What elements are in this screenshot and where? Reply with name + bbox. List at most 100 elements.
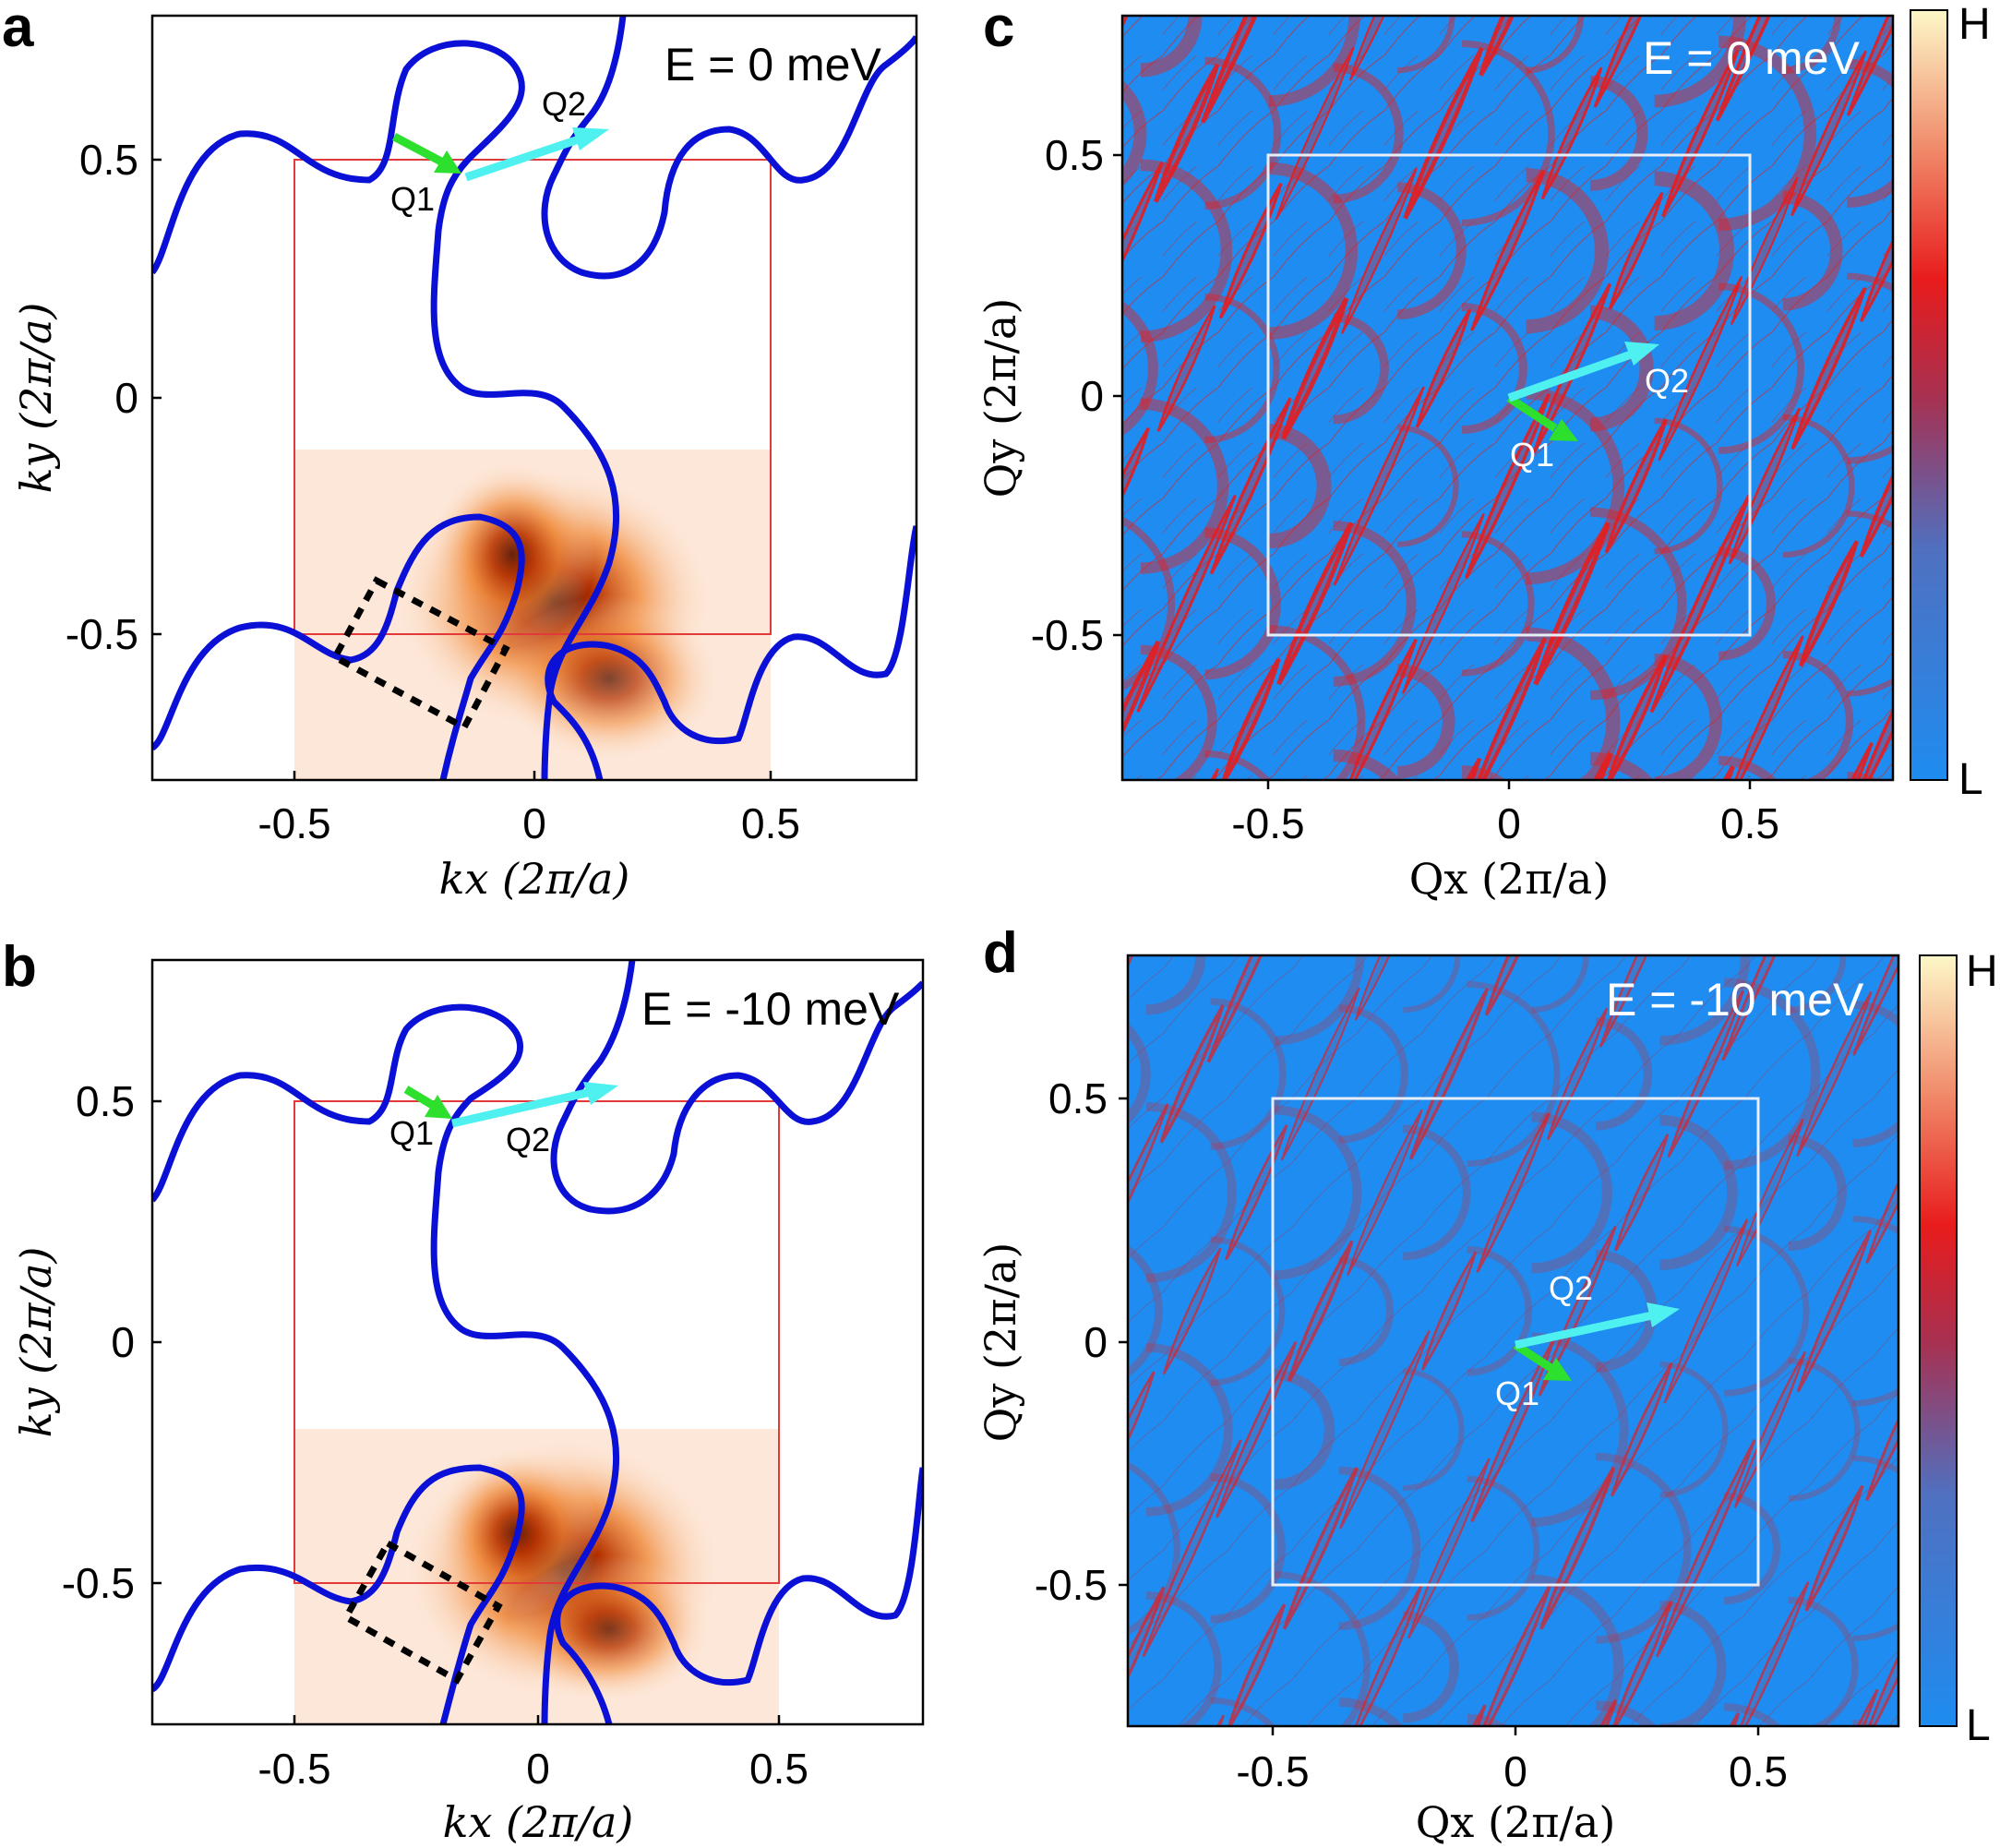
qpi-streak (1614, 1134, 1670, 1252)
x-axis-label: Qx (2π/a) (1409, 854, 1610, 904)
qpi-streak (1532, 282, 1611, 454)
tick-marks (1119, 1097, 1760, 1735)
qpi-arc (1338, 1004, 1408, 1144)
qpi-streak (1025, 751, 1103, 923)
qpi-streak (1022, 1218, 1105, 1404)
qpi-arc (1018, 1119, 1092, 1266)
qpi-arc (1467, 1246, 1532, 1376)
qpi-arc (1122, 779, 1123, 780)
colorbar-low-label: L (1958, 755, 1983, 804)
xtick-neg: -0.5 (1231, 799, 1304, 847)
qpi-arc (1654, 653, 1722, 780)
xtick-pos: 0.5 (1729, 1747, 1788, 1795)
tick-marks (152, 158, 772, 780)
xtick-pos: 0.5 (1720, 799, 1779, 847)
x-axis-label: Qx (2π/a) (1416, 1797, 1616, 1847)
qpi-arc (1659, 955, 1750, 1046)
qpi-arc (1122, 516, 1176, 691)
qpi-arc (1526, 16, 1584, 74)
xtick-zero: 0 (522, 799, 546, 847)
qpi-streak (1860, 237, 1893, 323)
qpi-arc (1782, 650, 1854, 780)
q2-label: Q2 (1645, 362, 1689, 400)
qpi-streak (1029, 774, 1087, 903)
qpi-streak (1850, 741, 1874, 780)
qpi-arc (1397, 16, 1455, 74)
qpi-arc (1976, 55, 2000, 211)
qpi-arc (1140, 16, 1203, 78)
qpi-arc (1982, 782, 2000, 892)
qpi-streak (1221, 657, 1281, 780)
ytick-pos: 0.5 (1048, 1074, 1108, 1122)
ytick-zero: 0 (114, 374, 138, 422)
qpi-arc (1204, 56, 1282, 210)
qpi-arc (1082, 1714, 1153, 1848)
qpi-arc (1012, 640, 1095, 803)
energy-label: E = 0 meV (665, 39, 881, 90)
qpi-arc (1531, 955, 1589, 1014)
qpi-streak (1200, 16, 1258, 124)
qpi-streak (1663, 1218, 1749, 1404)
qpi-arc (1140, 398, 1229, 574)
qpi-arc (1590, 507, 1687, 701)
qpi-streak (1740, 1580, 1810, 1726)
qpi-arc (1724, 1703, 1781, 1726)
qpi-arc (1012, 0, 1067, 70)
qpi-arc (1847, 510, 1893, 697)
xtick-neg: -0.5 (257, 1745, 330, 1793)
qpi-arc (1269, 162, 1359, 340)
panel-label-d: d (983, 921, 1018, 985)
qpi-streak (1540, 66, 1603, 200)
qpi-streak (1980, 1088, 2000, 1298)
q1-label: Q1 (390, 180, 435, 218)
qpi-arc (1122, 300, 1158, 437)
panel-c: c Q1 Q2 E = 0 meV -0.5 0 0.5 0.5 0 -0.5 … (976, 0, 2000, 904)
qpi-streak (1287, 1240, 1354, 1383)
qpi-arc (1589, 75, 1648, 191)
qpi-arc (1210, 1697, 1275, 1726)
qpi-arc (1403, 1124, 1471, 1261)
qpi-streak (1216, 1341, 1298, 1518)
panel-label-a: a (2, 0, 34, 59)
qpi-streak (1974, 146, 2000, 355)
colorbar (1910, 9, 1948, 781)
qpi-arc (1724, 1492, 1780, 1605)
q1-vector (1513, 1341, 1572, 1381)
qpi-streak (1354, 955, 1391, 1021)
y-axis-label: Qy (2π/a) (976, 1242, 1025, 1443)
ytick-neg: -0.5 (66, 610, 138, 658)
qpi-arc (1719, 282, 1804, 454)
qpi-streak (1228, 1603, 1287, 1726)
qpi-arc (1338, 1256, 1394, 1366)
qpi-streak (1721, 955, 1777, 1062)
qpi-streak (1415, 308, 1472, 428)
qpi-arc (1526, 387, 1625, 585)
qpi-streak (1035, 1721, 1093, 1848)
qpi-arc (1782, 191, 1843, 311)
qpi-arc (1145, 955, 1206, 1015)
qpi-streak (1464, 392, 1551, 580)
q2-vector (451, 1082, 618, 1128)
qpi-arc (1140, 644, 1217, 780)
qpi-arc (1333, 521, 1417, 687)
qpi-streak (1160, 766, 1224, 906)
qpi-arc (1847, 772, 1880, 780)
tick-marks (1113, 153, 1752, 789)
ytick-zero: 0 (111, 1318, 135, 1366)
qpi-streak (1790, 286, 1867, 450)
qpi-arc (1275, 1369, 1335, 1491)
qpi-streak (1599, 955, 1648, 1048)
qpi-arc (1333, 63, 1404, 204)
ytick-zero: 0 (1084, 1318, 1108, 1366)
qpi-arc (1659, 1114, 1738, 1270)
qpi-streak (1403, 47, 1484, 220)
qpi-streak (1608, 191, 1664, 310)
colorbar-high-label: H (1958, 0, 1991, 49)
qpi-arc (1012, 392, 1107, 581)
qpi-streak (1798, 540, 1859, 667)
qpi-streak (1128, 1371, 1156, 1443)
xtick-zero: 0 (1497, 799, 1521, 847)
qpi-streak (1465, 757, 1482, 780)
ytick-neg: -0.5 (1031, 611, 1104, 659)
xtick-pos: 0.5 (749, 1745, 808, 1793)
